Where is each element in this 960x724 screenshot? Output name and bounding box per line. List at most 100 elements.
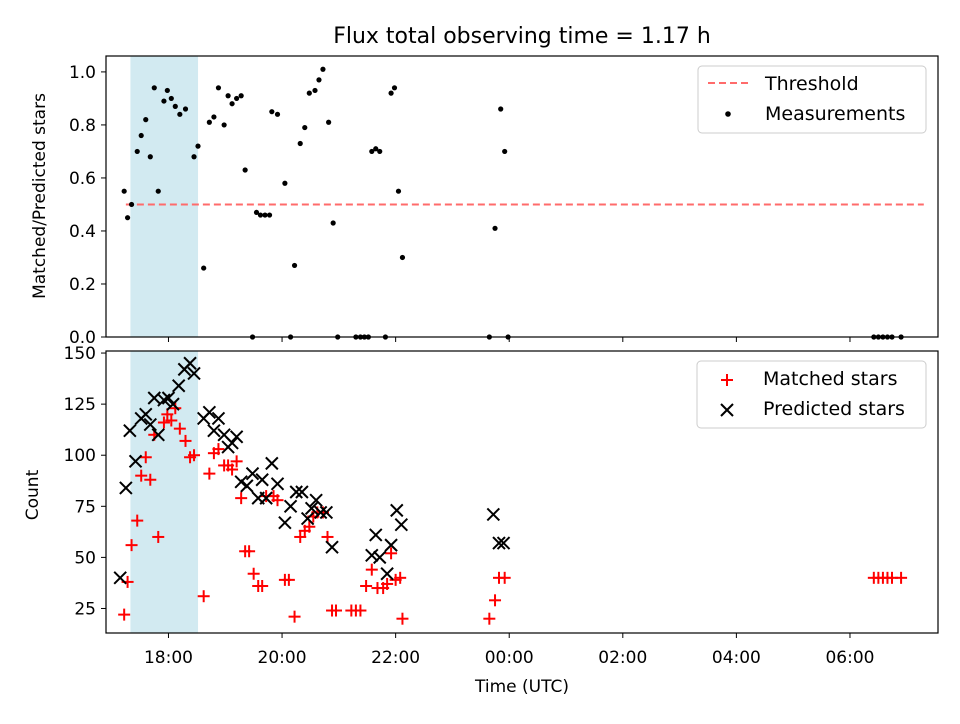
- predicted-point: [161, 391, 176, 405]
- matched-point: [173, 422, 186, 435]
- bottom-panel: Count Time (UTC) 18:00 20:00 22:00 00:00 02:…: [23, 344, 939, 697]
- x-tick-label: 20:00: [258, 648, 307, 668]
- measurement-point: [168, 95, 174, 102]
- predicted-point: [394, 517, 409, 532]
- y-tick-label: 1.0: [69, 63, 96, 83]
- predicted-point: [373, 550, 387, 565]
- matched-point: [247, 567, 260, 580]
- measurement-point: [234, 95, 240, 102]
- y-tick-label: 0.8: [69, 116, 96, 136]
- top-axis-ticks: 0.0 0.2 0.4 0.6 0.8 1.0: [69, 63, 851, 348]
- predicted-point: [139, 407, 153, 422]
- predicted-point: [207, 423, 221, 438]
- x-tick-label: 06:00: [825, 648, 874, 668]
- measurement-point: [399, 254, 406, 261]
- measurement-point: [211, 114, 217, 120]
- matched-point: [330, 604, 343, 617]
- measurement-point: [369, 148, 375, 155]
- measurement-point: [121, 188, 127, 194]
- matched-point: [118, 608, 131, 621]
- measurement-point: [320, 66, 326, 72]
- measurement-point: [128, 201, 135, 208]
- measurement-point: [147, 154, 153, 160]
- measurement-point: [124, 215, 131, 221]
- y-tick-label: 25: [74, 599, 96, 619]
- predicted-point: [278, 515, 292, 530]
- bottom-legend-box: [696, 360, 927, 429]
- predicted-point: [151, 428, 165, 442]
- y-tick-label: 0.4: [69, 222, 96, 242]
- measurement-point: [391, 85, 398, 91]
- measurement-point: [312, 87, 318, 94]
- predicted-point: [143, 417, 158, 432]
- matched-point: [394, 571, 407, 584]
- predicted-point: [229, 430, 244, 444]
- top-legend-box: [697, 65, 927, 134]
- predicted-point: [183, 356, 197, 370]
- predicted-point: [380, 567, 394, 581]
- measurement-point: [221, 122, 227, 128]
- x-tick-label: 00:00: [485, 648, 534, 668]
- predicted-point: [304, 501, 319, 516]
- matched-point: [212, 443, 225, 456]
- matched-point: [157, 416, 170, 429]
- matched-point: [385, 547, 398, 560]
- predicted-point: [123, 423, 137, 438]
- measurement-point: [297, 140, 303, 147]
- x-tick-label: 02:00: [598, 648, 647, 668]
- matched-point: [365, 563, 378, 576]
- measurement-point: [134, 148, 140, 155]
- predicted-point: [295, 485, 309, 499]
- matched-point: [165, 414, 178, 427]
- matched-point: [188, 449, 201, 462]
- predicted-point: [113, 571, 127, 585]
- predicted-point: [365, 548, 379, 563]
- measurement-point: [172, 103, 178, 109]
- predicted-point: [270, 477, 285, 491]
- x-tick-label: 18:00: [144, 648, 193, 668]
- measurement-point: [151, 85, 157, 91]
- measurement-point: [492, 225, 498, 231]
- predicted-point: [128, 454, 143, 469]
- measurement-point: [395, 188, 402, 194]
- predicted-point: [309, 493, 323, 507]
- y-tick-label: 0.6: [69, 169, 96, 189]
- measurement-point: [282, 180, 288, 186]
- measurement-point: [155, 188, 161, 194]
- matched-point: [303, 520, 316, 533]
- measurement-point: [143, 117, 149, 123]
- measurement-point: [177, 111, 183, 117]
- measurement-point: [201, 265, 207, 271]
- matched-point: [489, 594, 502, 607]
- y-tick-label: 0.0: [69, 328, 96, 348]
- predicted-point: [187, 366, 201, 381]
- measurements-legend-swatch: [725, 111, 731, 117]
- predicted-legend-label: Predicted stars: [763, 398, 905, 420]
- predicted-point: [313, 505, 328, 520]
- matched-point: [203, 467, 216, 480]
- predicted-point: [171, 379, 186, 393]
- measurement-point: [373, 146, 379, 152]
- measurement-point: [257, 212, 264, 218]
- predicted-point: [225, 436, 239, 450]
- measurement-point: [225, 93, 231, 99]
- measurement-point: [229, 101, 235, 107]
- predicted-point: [492, 536, 506, 550]
- top-legend: Threshold Measurements: [697, 65, 927, 134]
- predicted-point: [265, 456, 279, 471]
- predicted-point: [390, 503, 404, 518]
- measurement-point: [377, 148, 383, 155]
- observing-window-span: [130, 351, 199, 633]
- matched-point: [294, 530, 307, 543]
- measurement-point: [195, 143, 201, 149]
- matched-point: [169, 402, 182, 415]
- y-tick-label: 50: [74, 548, 96, 568]
- predicted-point: [166, 397, 180, 411]
- measurement-point: [302, 124, 308, 131]
- bottom-highlight-layer: [130, 351, 199, 633]
- matched-point: [152, 530, 165, 543]
- predicted-point: [245, 466, 260, 481]
- measurement-point: [164, 87, 170, 94]
- predicted-point: [325, 540, 339, 554]
